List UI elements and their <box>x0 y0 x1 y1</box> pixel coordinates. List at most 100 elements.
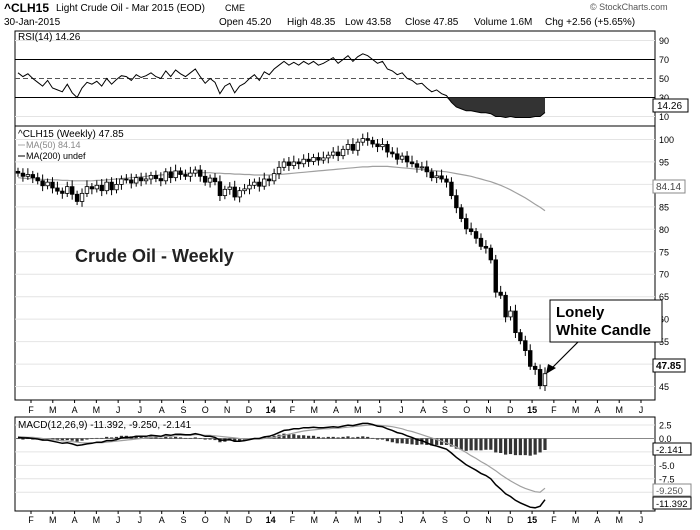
open-value: Open 45.20 <box>219 17 272 28</box>
price-x-axis-label: S <box>442 405 448 415</box>
candle-down <box>178 170 183 175</box>
macd-histogram-bar <box>508 438 513 455</box>
macd-histogram-bar <box>159 437 163 439</box>
macd-x-axis-label: A <box>333 515 339 525</box>
macd-x-axis-label: J <box>377 515 382 525</box>
candle-up <box>65 186 70 194</box>
candle-up <box>301 158 306 165</box>
candle-up <box>84 186 90 194</box>
macd-histogram-bar <box>183 437 188 439</box>
candle-up <box>237 190 242 198</box>
candle-down <box>528 350 533 367</box>
price-panel: 1009590858075706560555045 ^CLH15 (Weekly… <box>14 125 686 401</box>
price-tick-label: 85 <box>659 202 669 212</box>
macd-x-axis-label: N <box>485 515 492 525</box>
macd-x-axis-label: D <box>507 515 514 525</box>
macd-histogram-bar <box>114 436 119 439</box>
price-label: ^CLH15 (Weekly) 47.85 <box>18 129 124 140</box>
macd-histogram-bar <box>75 438 79 442</box>
macd-histogram-bar <box>425 438 429 445</box>
macd-histogram-bar <box>60 438 64 442</box>
candle-down <box>158 178 164 182</box>
candle-up <box>276 166 282 175</box>
candle-down <box>375 143 380 148</box>
macd-x-axis-label: A <box>594 515 600 525</box>
price-x-axis-label: S <box>180 405 186 415</box>
macd-label: MACD(12,26,9) -11.392, -9.250, -2.141 <box>18 420 192 431</box>
candle-down <box>20 172 26 177</box>
macd-histogram-bar <box>430 438 434 446</box>
macd-histogram-bar <box>326 436 330 439</box>
macd-histogram-bar <box>395 438 399 444</box>
candle-down <box>257 181 262 187</box>
candle-up <box>542 373 548 387</box>
candle-down <box>424 166 429 173</box>
macd-histogram-bar <box>100 437 104 439</box>
candle-up <box>79 192 85 202</box>
macd-x-axis-label: F <box>551 515 557 525</box>
candle-down <box>449 181 454 197</box>
macd-x-axis-label: S <box>442 515 448 525</box>
candle-up <box>380 144 385 148</box>
macd-histogram-bar <box>26 438 30 440</box>
candle-down <box>370 139 375 145</box>
macd-histogram-bar <box>375 438 380 440</box>
macd-histogram-bar <box>356 436 360 439</box>
candle-down <box>99 184 104 192</box>
symbol: ^CLH15 <box>4 1 50 15</box>
candle-down <box>390 151 395 155</box>
price-x-axis-label: J <box>399 405 404 415</box>
macd-histogram-bar <box>90 438 94 440</box>
price-x-axis-label: A <box>420 405 426 415</box>
price-tick-label: 80 <box>659 225 669 235</box>
macd-histogram-bar <box>464 438 468 451</box>
macd-tag-text: -2.141 <box>656 445 683 456</box>
candle-down <box>30 174 35 179</box>
price-x-axis-label: J <box>377 405 382 415</box>
candle-up <box>222 188 228 197</box>
macd-histogram-bar <box>302 435 306 439</box>
macd-histogram-bar <box>208 438 212 440</box>
candle-up <box>148 175 154 180</box>
price-x-axis-label: F <box>290 405 296 415</box>
macd-tick-label: -7.5 <box>659 474 675 484</box>
macd-x-axis-label: A <box>420 515 426 525</box>
candle-up <box>252 181 257 186</box>
macd-x-axis-label: M <box>572 515 580 525</box>
ma200-label: MA(200) undef <box>26 151 86 161</box>
macd-histogram-bar <box>95 437 99 439</box>
candles <box>15 132 548 392</box>
price-tick-label: 95 <box>659 157 669 167</box>
candle-up <box>345 144 351 150</box>
candle-up <box>227 186 232 190</box>
rsi-tick-label: 70 <box>659 55 669 65</box>
macd-x-axis-label: A <box>159 515 165 525</box>
candle-up <box>193 169 198 174</box>
callout-box <box>549 299 663 343</box>
candle-down <box>40 180 45 187</box>
macd-x-axis-label: J <box>639 515 644 525</box>
candle-up <box>188 172 193 177</box>
macd-histogram-bar <box>203 438 207 440</box>
low-value: Low 43.58 <box>345 17 392 28</box>
macd-histogram-bar <box>297 435 301 439</box>
macd-histogram-bar <box>538 438 542 453</box>
macd-tick-label: -5.0 <box>659 461 675 471</box>
candle-down <box>232 186 237 198</box>
macd-histogram-bar <box>105 436 109 439</box>
ma50-tag-box <box>652 179 686 194</box>
candle-up <box>271 173 277 182</box>
macd-histogram-bar <box>494 438 498 453</box>
macd-x-axis-label: J <box>116 515 121 525</box>
price-tick-label: 70 <box>659 270 669 280</box>
macd-histogram-bar <box>459 438 463 450</box>
candle-down <box>335 151 341 157</box>
price-tick-label: 45 <box>659 382 669 392</box>
candle-down <box>266 178 272 182</box>
macd-histogram-bar <box>454 438 458 449</box>
macd-histogram-bar <box>336 437 340 439</box>
description: Light Crude Oil - Mar 2015 (EOD) <box>56 3 205 14</box>
candle-down <box>153 175 159 179</box>
macd-histogram-bar <box>361 436 365 439</box>
